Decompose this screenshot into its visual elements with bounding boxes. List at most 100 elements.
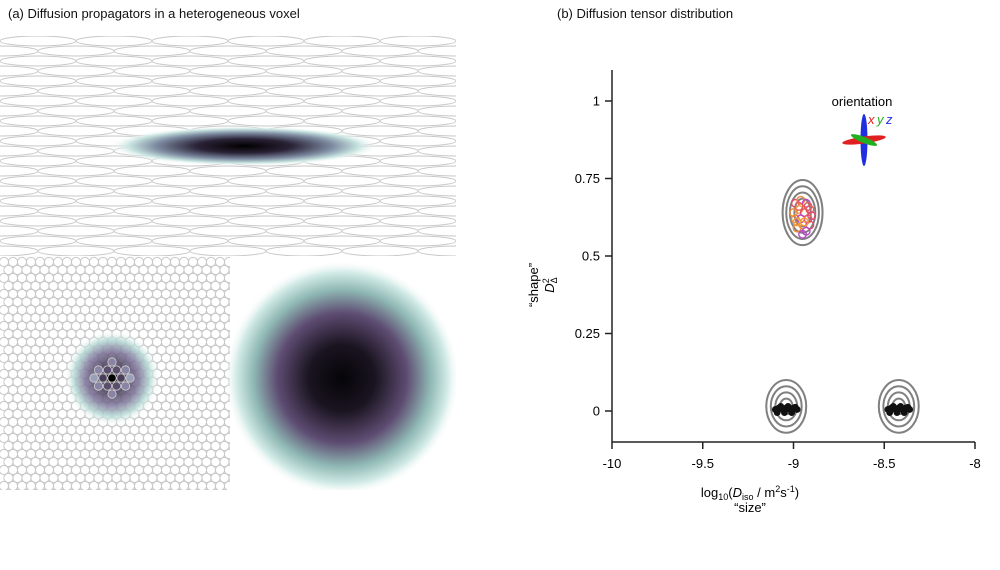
fiber-cross-section [124,480,136,490]
fiber-ellipse [303,115,381,127]
fiber-cross-section [223,448,230,460]
fiber-ellipse [0,205,39,217]
fiber-ellipse [75,115,153,127]
fiber-ellipse [113,245,191,256]
fiber-ellipse [113,65,191,77]
orientation-axis-z: z [885,112,893,127]
fiber-cross-section [194,488,201,490]
fiber-cross-section [86,488,93,490]
x-axis-sublabel: “size” [734,500,766,515]
fiber-ellipse [0,195,77,207]
fiber-ellipse [37,45,115,57]
fiber-ellipse [341,105,419,117]
restricted-cell [111,365,122,375]
data-point [886,409,894,416]
voxel-svg [0,36,460,496]
fiber-cross-section [167,488,174,490]
fiber-ellipse [417,65,456,77]
fiber-ellipse [151,115,229,127]
fiber-ellipse [341,185,419,197]
fiber-ellipse [379,115,456,127]
fiber-ellipse [265,45,343,57]
fiber-ellipse [227,235,305,247]
fiber-cross-section [34,480,46,490]
fiber-cross-section [70,480,82,490]
fiber-cross-section [106,480,118,490]
fiber-ellipse [151,75,229,87]
fiber-ellipse [227,36,305,47]
fiber-ellipse [303,75,381,87]
fiber-cross-section [203,488,210,490]
fiber-ellipse [75,195,153,207]
data-point [897,402,904,410]
restricted-cell [111,381,122,391]
fiber-ellipse [189,165,267,177]
fiber-cross-section [212,488,219,490]
fiber-cross-section [228,282,230,290]
fiber-ellipse [113,45,191,57]
fiber-ellipse [379,55,456,67]
fiber-ellipse [0,85,39,97]
fiber-cross-section [5,488,12,490]
fiber-cross-section [185,488,192,490]
fiber-cross-section [228,458,230,466]
fiber-cross-section [151,480,163,490]
fiber-ellipse [379,175,456,187]
fiber-ellipse [0,165,39,177]
fiber-ellipse [379,215,456,227]
fiber-ellipse [0,145,39,157]
fiber-ellipse [189,85,267,97]
fiber-ellipse [265,205,343,217]
contour-line [785,185,820,240]
fiber-cross-section [79,480,91,490]
fiber-ellipse [0,105,39,117]
fiber-ellipse [227,175,305,187]
fiber-ellipse [113,105,191,117]
fiber-cross-section [115,480,127,490]
x-tick-label: -9 [788,456,800,471]
data-point [900,409,908,416]
chart-svg: -10 -9.5 -9 -8.5 -8 0 0.25 0.5 0.75 1 log10(Diso… [526,70,981,515]
fiber-cross-section [50,488,57,490]
fiber-ellipse [151,235,229,247]
x-axis-label: log10(Diso / m2s-1) [701,484,799,502]
fiber-ellipse [227,195,305,207]
fiber-ellipse [227,215,305,227]
fiber-ellipse [75,175,153,187]
contour-line [765,379,808,434]
fiber-ellipse [0,225,39,237]
panel-a-title: (a) Diffusion propagators in a heterogen… [8,6,300,21]
fiber-ellipse [341,165,419,177]
y-tick-label: 0 [593,404,600,419]
restricted-cell [120,365,131,375]
data-point [791,403,799,411]
fiber-ellipse [303,36,381,47]
fiber-ellipse [0,95,77,107]
fiber-ellipse [265,245,343,256]
fiber-ellipse [341,205,419,217]
x-tick-label: -10 [603,456,622,471]
fiber-ellipse [75,75,153,87]
fiber-cross-section [59,488,66,490]
fiber-ellipse [303,55,381,67]
data-point [773,409,781,416]
fiber-cross-section [187,480,199,490]
fiber-ellipse [37,205,115,217]
fiber-ellipse [379,235,456,247]
restricted-cell [89,373,99,383]
fiber-ellipse [265,65,343,77]
voxel-illustration [0,36,460,496]
fiber-cross-section [122,488,129,490]
fiber-cross-section [223,272,230,284]
tensor-distribution-chart: -10 -9.5 -9 -8.5 -8 0 0.25 0.5 0.75 1 log10(Diso… [500,60,1000,540]
fiber-cross-section [228,266,230,274]
fiber-cross-section [142,480,154,490]
fiber-ellipse [151,95,229,107]
fiber-cross-section [223,288,230,300]
fiber-ellipse [113,225,191,237]
fiber-ellipse [37,85,115,97]
fiber-ellipse [113,185,191,197]
fiber-ellipse [151,55,229,67]
fiber-cross-section [223,464,230,476]
fiber-ellipse [265,185,343,197]
